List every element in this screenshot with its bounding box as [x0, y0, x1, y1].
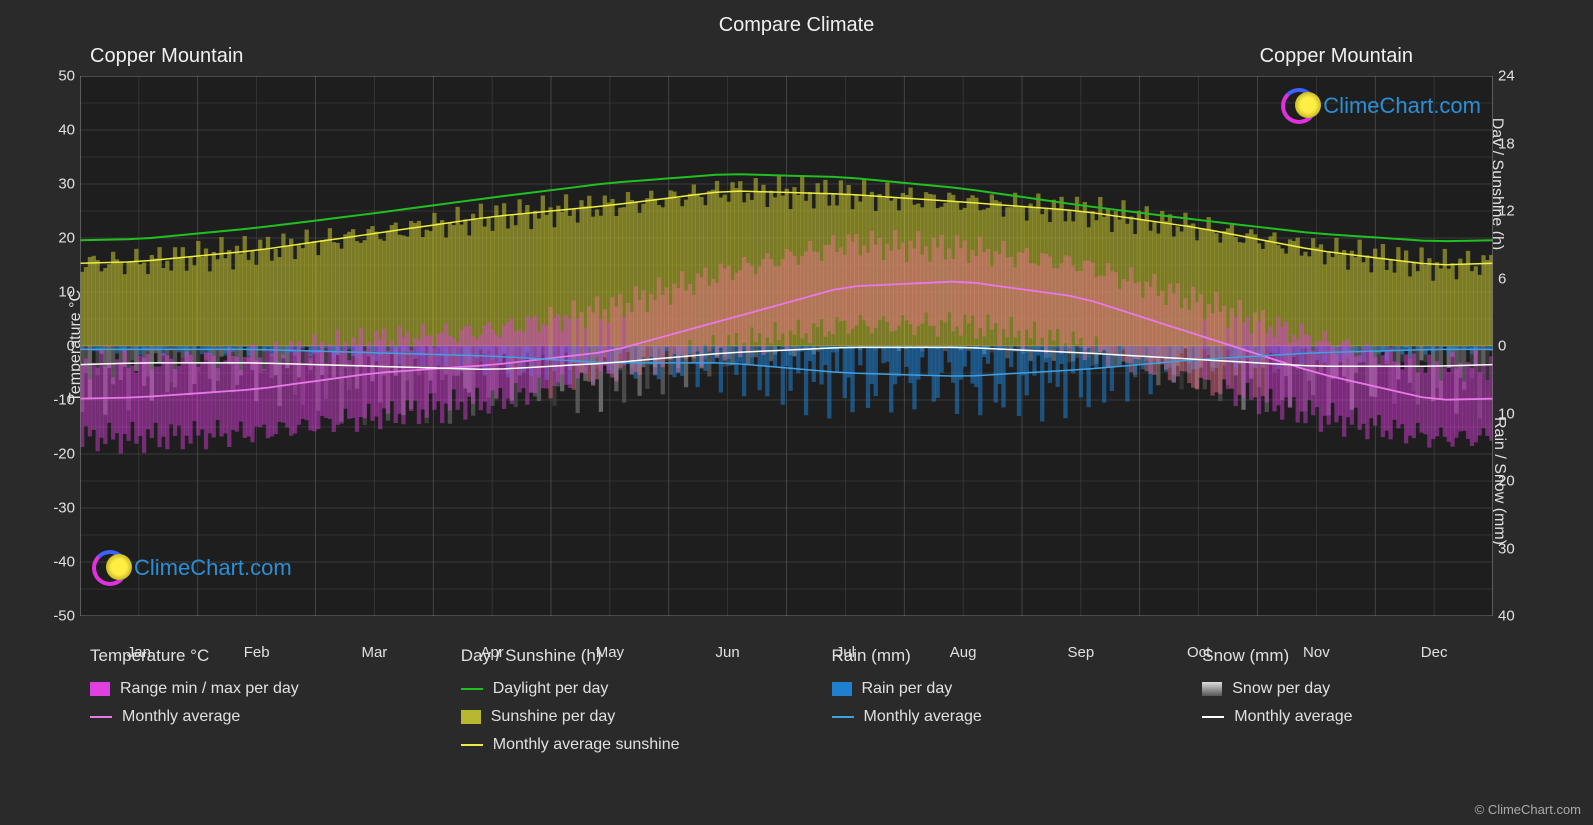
chart-title: Compare Climate — [0, 0, 1593, 45]
y-left-tick: -20 — [53, 446, 75, 463]
y-right-tick: 20 — [1498, 473, 1515, 490]
legend-item: Sunshine per day — [461, 708, 772, 726]
y-left-tick: -30 — [53, 500, 75, 517]
y-right-tick: 10 — [1498, 405, 1515, 422]
legend-swatch — [90, 682, 110, 696]
legend-col-snow: Snow (mm) Snow per day Monthly average — [1202, 646, 1513, 764]
x-tick: Jul — [836, 644, 855, 661]
y-left-tick: -10 — [53, 392, 75, 409]
legend-line — [461, 688, 483, 690]
y-left-ticks: -50-40-30-20-1001020304050 — [40, 76, 75, 616]
y-left-tick: 40 — [58, 122, 75, 139]
x-tick: Mar — [361, 644, 387, 661]
legend-heading: Rain (mm) — [832, 646, 1143, 666]
subtitle-row: Copper Mountain Copper Mountain — [0, 45, 1593, 68]
legend-label: Range min / max per day — [120, 680, 299, 698]
legend-item: Monthly average — [832, 708, 1143, 726]
watermark-top: ClimeChart.com — [1281, 88, 1481, 124]
legend-label: Monthly average sunshine — [493, 736, 680, 754]
plot — [80, 76, 1493, 616]
legend-label: Monthly average — [864, 708, 982, 726]
legend-label: Daylight per day — [493, 680, 609, 698]
legend-item: Range min / max per day — [90, 680, 401, 698]
watermark-text: ClimeChart.com — [134, 555, 292, 581]
x-tick: Oct — [1187, 644, 1210, 661]
y-right-tick: 12 — [1498, 203, 1515, 220]
y-right-tick: 30 — [1498, 540, 1515, 557]
legend-swatch — [832, 682, 852, 696]
x-tick: Aug — [950, 644, 977, 661]
x-tick: Apr — [480, 644, 503, 661]
legend-label: Monthly average — [1234, 708, 1352, 726]
y-left-tick: 30 — [58, 176, 75, 193]
climechart-logo-icon — [1281, 88, 1317, 124]
legend-label: Monthly average — [122, 708, 240, 726]
legend-line — [90, 716, 112, 718]
y-right-tick: 6 — [1498, 270, 1506, 287]
legend-line — [832, 716, 854, 718]
x-tick: Sep — [1068, 644, 1095, 661]
y-left-tick: 20 — [58, 230, 75, 247]
legend-line — [1202, 716, 1224, 718]
legend-swatch — [1202, 682, 1222, 696]
y-left-tick: 0 — [67, 338, 75, 355]
y-right-tick: 0 — [1498, 338, 1506, 355]
legend-label: Sunshine per day — [491, 708, 616, 726]
climechart-logo-icon — [92, 550, 128, 586]
y-left-tick: 50 — [58, 68, 75, 85]
x-tick: Jan — [127, 644, 151, 661]
y-right-tick: 40 — [1498, 608, 1515, 625]
legend-col-day: Day / Sunshine (h) Daylight per day Suns… — [461, 646, 772, 764]
legend-line — [461, 744, 483, 746]
x-tick: Nov — [1303, 644, 1330, 661]
copyright: © ClimeChart.com — [1475, 802, 1581, 817]
x-tick: Dec — [1421, 644, 1448, 661]
watermark-text: ClimeChart.com — [1323, 93, 1481, 119]
legend-item: Rain per day — [832, 680, 1143, 698]
location-right: Copper Mountain — [1260, 45, 1413, 68]
legend-col-rain: Rain (mm) Rain per day Monthly average — [832, 646, 1143, 764]
y-left-tick: 10 — [58, 284, 75, 301]
legend-item: Monthly average — [90, 708, 401, 726]
legend-item: Daylight per day — [461, 680, 772, 698]
legend-label: Snow per day — [1232, 680, 1330, 698]
x-tick: Jun — [716, 644, 740, 661]
y-left-tick: -50 — [53, 608, 75, 625]
legend-item: Monthly average sunshine — [461, 736, 772, 754]
y-right-tick: 18 — [1498, 135, 1515, 152]
chart-area: Temperature °C Day / Sunshine (h) Rain /… — [80, 76, 1493, 616]
legend-col-temp: Temperature °C Range min / max per day M… — [90, 646, 401, 764]
legend-label: Rain per day — [862, 680, 953, 698]
x-tick: Feb — [244, 644, 270, 661]
legend-heading: Snow (mm) — [1202, 646, 1513, 666]
watermark-bottom: ClimeChart.com — [92, 550, 292, 586]
legend: Temperature °C Range min / max per day M… — [0, 616, 1593, 764]
x-tick: May — [596, 644, 624, 661]
legend-item: Monthly average — [1202, 708, 1513, 726]
y-right-ticks: 0612182410203040 — [1498, 76, 1528, 616]
location-left: Copper Mountain — [90, 45, 243, 68]
legend-item: Snow per day — [1202, 680, 1513, 698]
y-left-tick: -40 — [53, 554, 75, 571]
y-right-tick: 24 — [1498, 68, 1515, 85]
legend-swatch — [461, 710, 481, 724]
